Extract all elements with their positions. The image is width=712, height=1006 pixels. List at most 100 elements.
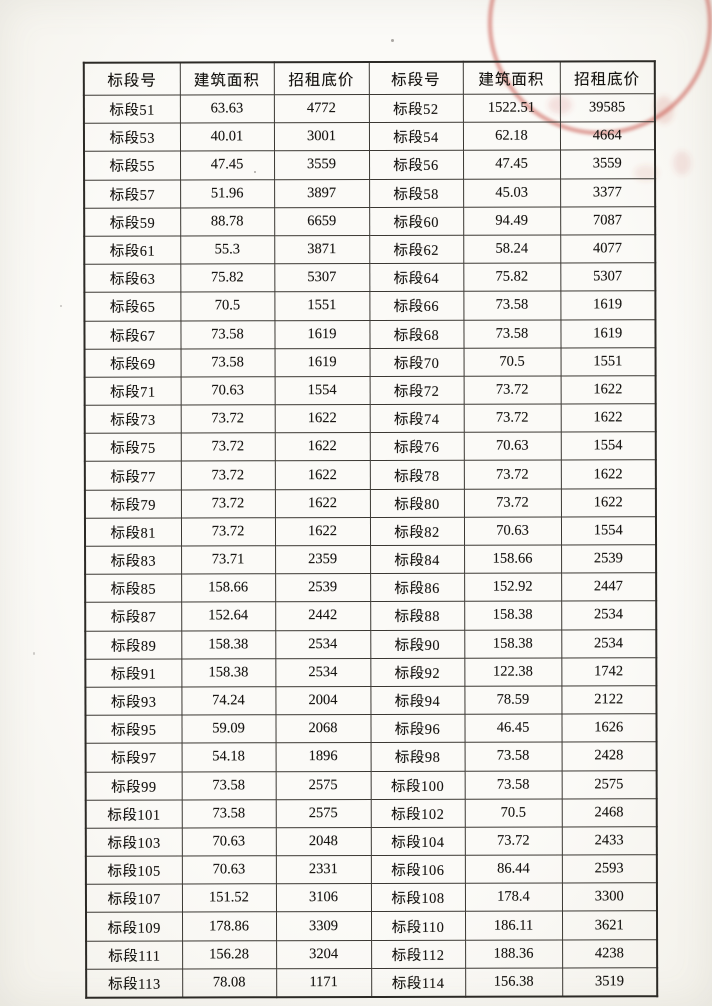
area-cell: 73.72 (463, 460, 561, 489)
area-cell: 156.28 (182, 940, 277, 969)
bid-id-cell: 标段98 (370, 742, 465, 772)
table-row: 标段89 158.38 2534 标段90 158.38 2534 (85, 629, 657, 659)
area-cell: 58.24 (463, 234, 561, 264)
bid-id-cell: 标段102 (370, 798, 465, 828)
base-price-cell: 1622 (560, 375, 656, 405)
base-price-cell: 2331 (275, 855, 371, 884)
area-cell: 75.82 (463, 263, 561, 292)
bid-id-cell: 标段70 (369, 347, 464, 377)
bid-id-cell: 标段76 (369, 432, 464, 461)
bid-id-cell: 标段63 (84, 264, 181, 293)
base-price-cell: 2575 (275, 771, 371, 800)
bid-id-cell: 标段59 (84, 207, 181, 237)
table-row: 标段97 54.18 1896 标段98 73.58 2428 (85, 742, 657, 772)
bid-id-cell: 标段111 (86, 940, 183, 970)
area-cell: 73.72 (180, 517, 276, 546)
area-cell: 158.38 (181, 658, 276, 687)
bid-id-cell: 标段58 (369, 178, 464, 208)
bid-id-cell: 标段95 (85, 715, 182, 744)
area-cell: 122.38 (464, 657, 562, 687)
area-cell: 158.66 (464, 545, 562, 574)
area-cell: 156.38 (465, 967, 563, 997)
area-cell: 78.59 (464, 685, 562, 715)
base-price-cell: 3559 (274, 150, 370, 180)
area-header: 建筑面积 (462, 61, 560, 95)
bid-id-cell: 标段96 (370, 714, 465, 743)
base-price-cell: 4664 (559, 121, 656, 151)
base-price-cell: 2575 (561, 770, 657, 799)
area-cell: 73.58 (181, 799, 276, 828)
bid-id-cell: 标段109 (86, 912, 183, 941)
bid-id-cell: 标段56 (369, 150, 464, 180)
area-cell: 47.45 (463, 150, 561, 179)
area-cell: 73.71 (181, 545, 276, 575)
area-cell: 158.38 (464, 601, 562, 630)
base-price-cell: 2468 (561, 798, 657, 827)
bid-id-header: 标段号 (83, 62, 180, 96)
area-cell: 73.58 (463, 291, 561, 320)
base-price-cell: 3300 (561, 883, 658, 912)
table-row: 标段83 73.71 2359 标段84 158.66 2539 (85, 544, 657, 575)
area-cell: 1522.51 (462, 94, 560, 123)
base-price-cell: 3204 (276, 940, 372, 969)
area-cell: 88.78 (180, 207, 275, 236)
bid-id-cell: 标段83 (85, 545, 182, 575)
area-cell: 73.72 (464, 826, 562, 856)
area-cell: 47.45 (180, 151, 275, 180)
bid-id-cell: 标段55 (84, 151, 181, 180)
area-cell: 70.63 (180, 376, 275, 406)
base-price-cell: 5307 (560, 262, 656, 292)
base-price-header: 招租底价 (273, 62, 369, 95)
base-price-cell: 1551 (274, 291, 370, 321)
base-price-cell: 1622 (274, 489, 370, 518)
bid-id-cell: 标段86 (370, 573, 465, 602)
base-price-cell: 3519 (562, 967, 658, 997)
bid-id-cell: 标段93 (85, 686, 182, 716)
table-header: 标段号 建筑面积 招租底价 标段号 建筑面积 招租底价 (83, 61, 655, 96)
base-price-cell: 3001 (273, 122, 370, 152)
table-row: 标段73 73.72 1622 标段74 73.72 1622 (84, 403, 656, 434)
bid-id-cell: 标段113 (86, 968, 183, 998)
base-price-cell: 1742 (561, 657, 657, 686)
area-cell: 51.96 (180, 179, 275, 208)
table-row: 标段85 158.66 2539 标段86 152.92 2447 (85, 572, 657, 603)
base-price-header: 招租底价 (559, 61, 655, 95)
table-row: 标段113 78.08 1171 标段114 156.38 3519 (86, 967, 658, 998)
table-row: 标段91 158.38 2534 标段92 122.38 1742 (85, 657, 657, 688)
table-row: 标段105 70.63 2331 标段106 86.44 2593 (85, 854, 657, 885)
area-cell: 73.58 (180, 348, 275, 377)
table-row: 标段61 55.3 3871 标段62 58.24 4077 (84, 234, 656, 265)
area-cell: 73.72 (180, 489, 275, 518)
bid-id-cell: 标段91 (85, 658, 182, 688)
bid-id-cell: 标段88 (370, 601, 465, 631)
table-row: 标段107 151.52 3106 标段108 178.4 3300 (85, 883, 658, 913)
base-price-cell: 2447 (561, 572, 657, 602)
table-row: 标段59 88.78 6659 标段60 94.49 7087 (84, 206, 656, 237)
table-row: 标段99 73.58 2575 标段100 73.58 2575 (85, 770, 657, 800)
area-cell: 73.58 (180, 320, 275, 349)
base-price-cell: 2428 (561, 742, 657, 771)
area-cell: 63.63 (179, 94, 274, 124)
bid-id-cell: 标段62 (369, 235, 464, 264)
bid-id-cell: 标段67 (84, 320, 181, 349)
base-price-cell: 5307 (274, 263, 370, 293)
area-cell: 152.92 (464, 573, 562, 602)
bid-id-cell: 标段87 (85, 602, 182, 631)
base-price-cell: 2122 (561, 685, 657, 715)
bid-id-header: 标段号 (368, 61, 463, 95)
table-row: 标段51 63.63 4772 标段52 1522.51 39585 (83, 93, 655, 124)
bid-id-cell: 标段114 (371, 968, 466, 997)
area-cell: 158.38 (181, 630, 276, 659)
table-row: 标段55 47.45 3559 标段56 47.45 3559 (84, 150, 656, 180)
base-price-cell: 1554 (560, 432, 656, 461)
area-cell: 188.36 (465, 939, 563, 969)
table-row: 标段109 178.86 3309 标段110 186.11 3621 (86, 911, 658, 941)
bid-id-cell: 标段105 (85, 856, 182, 885)
base-price-cell: 1622 (560, 488, 656, 517)
table-row: 标段79 73.72 1622 标段80 73.72 1622 (84, 488, 656, 519)
area-cell: 62.18 (462, 122, 561, 151)
bid-id-cell: 标段90 (370, 629, 465, 659)
table-row: 标段57 51.96 3897 标段58 45.03 3377 (84, 178, 656, 208)
scan-speck (391, 39, 394, 42)
bid-id-cell: 标段108 (370, 883, 466, 912)
